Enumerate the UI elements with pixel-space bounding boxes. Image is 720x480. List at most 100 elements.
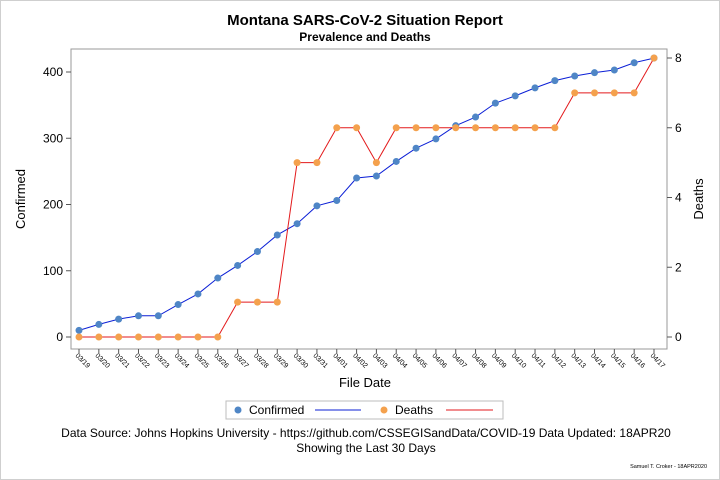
legend-deaths-label: Deaths — [395, 403, 433, 417]
x-tick-label: 03/26 — [212, 352, 229, 369]
legend-deaths-marker — [380, 406, 388, 414]
chart-subtitle: Prevalence and Deaths — [299, 30, 431, 44]
deaths-data-point — [313, 159, 321, 167]
x-tick-label: 03/20 — [93, 352, 110, 369]
confirmed-data-point — [194, 290, 202, 298]
deaths-data-point — [75, 333, 83, 341]
confirmed-data-point — [571, 72, 579, 80]
y-tick-label: 0 — [56, 330, 63, 344]
deaths-data-point — [452, 124, 460, 132]
deaths-data-point — [95, 333, 103, 341]
x-tick-label: 04/06 — [430, 352, 447, 369]
confirmed-data-point — [630, 59, 638, 67]
confirmed-data-point — [313, 202, 321, 210]
x-tick-label: 04/12 — [549, 352, 566, 369]
deaths-data-point — [234, 298, 242, 306]
deaths-data-point — [392, 124, 400, 132]
deaths-data-point — [551, 124, 559, 132]
x-tick-label: 04/10 — [510, 352, 527, 369]
x-tick-label: 03/28 — [252, 352, 269, 369]
plot-area — [70, 48, 668, 350]
deaths-data-point — [134, 333, 142, 341]
x-tick-label: 04/15 — [609, 352, 626, 369]
deaths-data-point — [253, 298, 261, 306]
y2-tick-label: 4 — [675, 191, 682, 205]
x-tick-label: 03/24 — [173, 352, 190, 369]
confirmed-data-point — [511, 92, 519, 100]
deaths-data-point — [650, 54, 658, 62]
confirmed-data-point — [75, 326, 83, 334]
confirmed-data-point — [491, 99, 499, 107]
x-tick-label: 03/30 — [292, 352, 309, 369]
chart-title: Montana SARS-CoV-2 Situation Report — [227, 12, 503, 29]
deaths-data-point — [372, 159, 380, 167]
y-tick-label: 400 — [43, 65, 63, 79]
confirmed-data-point — [432, 135, 440, 143]
data-source-footnote: Data Source: Johns Hopkins University - … — [61, 426, 671, 440]
y-axis-label: Confirmed — [13, 169, 28, 229]
x-tick-label: 04/17 — [649, 352, 666, 369]
legend-confirmed-label: Confirmed — [249, 403, 304, 417]
deaths-series-line — [79, 57, 655, 338]
confirmed-data-point — [372, 172, 380, 180]
y2-axis-label: Deaths — [691, 178, 706, 220]
x-tick-label: 04/08 — [470, 352, 487, 369]
deaths-data-point — [174, 333, 182, 341]
author-signature: Samuel T. Croker - 18APR2020 — [630, 464, 707, 470]
x-tick-label: 03/19 — [74, 352, 91, 369]
legend-box — [225, 400, 504, 420]
x-tick-label: 04/04 — [391, 352, 408, 369]
series-layer — [75, 54, 658, 341]
deaths-data-point — [472, 124, 480, 132]
x-tick-label: 04/13 — [569, 352, 586, 369]
y-tick-label: 200 — [43, 198, 63, 212]
deaths-data-point — [491, 124, 499, 132]
deaths-data-point — [412, 124, 420, 132]
confirmed-data-point — [591, 69, 599, 77]
right-y-axis: 0 2 4 6 8 — [667, 51, 682, 344]
deaths-data-point — [293, 159, 301, 167]
y2-tick-label: 8 — [675, 51, 682, 65]
x-tick-label: 04/14 — [589, 352, 606, 369]
y2-tick-label: 6 — [675, 121, 682, 135]
deaths-data-point — [610, 89, 618, 97]
x-axis-label: File Date — [339, 375, 391, 390]
x-axis: 03/19 03/20 03/21 03/22 03/23 03/24 03/25 03/26… — [74, 349, 666, 370]
legend: Confirmed Deaths — [225, 400, 504, 420]
deaths-data-point — [531, 124, 539, 132]
confirmed-data-point — [95, 320, 103, 328]
y2-tick-label: 2 — [675, 260, 682, 274]
x-tick-label: 03/31 — [312, 352, 329, 369]
left-y-axis: 0 100 200 300 400 — [43, 65, 71, 344]
confirmed-data-point — [551, 77, 559, 85]
deaths-data-point — [511, 124, 519, 132]
y-tick-label: 300 — [43, 131, 63, 145]
x-tick-label: 04/16 — [629, 352, 646, 369]
confirmed-data-point — [253, 248, 261, 256]
deaths-data-point — [630, 89, 638, 97]
deaths-data-point — [353, 124, 361, 132]
x-tick-label: 04/01 — [331, 352, 348, 369]
legend-confirmed-marker — [234, 406, 242, 414]
confirmed-data-point — [273, 231, 281, 239]
deaths-data-point — [194, 333, 202, 341]
deaths-data-point — [571, 89, 579, 97]
x-tick-label: 03/22 — [133, 352, 150, 369]
x-tick-label: 04/09 — [490, 352, 507, 369]
confirmed-data-point — [333, 197, 341, 205]
x-tick-label: 04/02 — [351, 352, 368, 369]
x-tick-label: 04/11 — [530, 352, 547, 369]
confirmed-data-point — [234, 261, 242, 269]
confirmed-data-point — [353, 174, 361, 182]
confirmed-data-point — [115, 315, 123, 323]
x-tick-label: 04/05 — [411, 352, 428, 369]
confirmed-data-point — [214, 274, 222, 282]
x-tick-label: 03/23 — [153, 352, 170, 369]
x-tick-label: 03/29 — [272, 352, 289, 369]
x-tick-label: 03/25 — [193, 352, 210, 369]
confirmed-data-point — [154, 312, 162, 320]
confirmed-data-point — [610, 66, 618, 74]
x-tick-label: 04/03 — [371, 352, 388, 369]
confirmed-data-point — [392, 157, 400, 165]
